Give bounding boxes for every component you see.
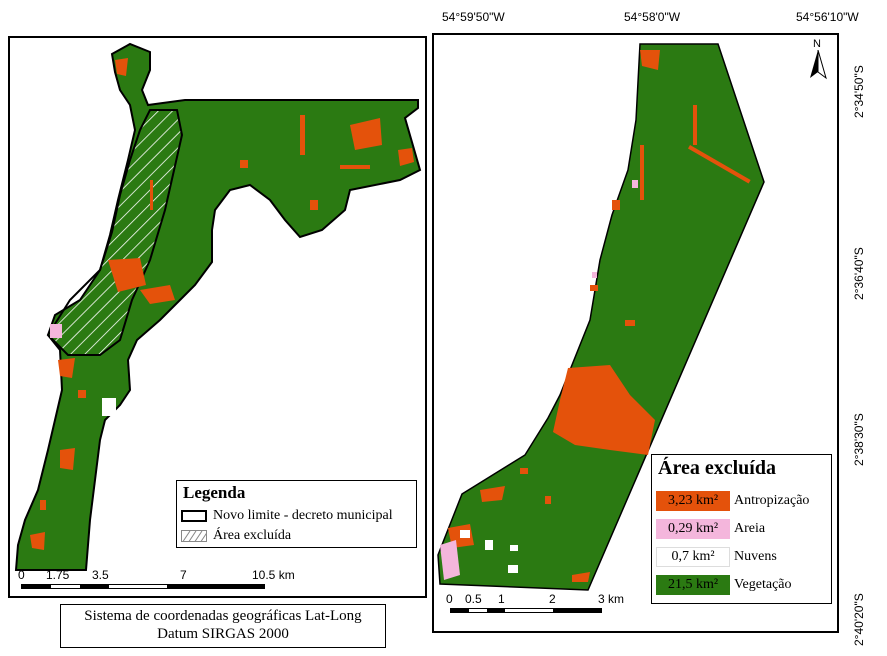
right-scalebar: 0 0.5 1 2 3 km: [446, 590, 636, 620]
areia-label: Areia: [734, 521, 766, 536]
right-scalebar-bar: [450, 608, 602, 613]
left-scalebar-label-2: 3.5: [92, 568, 109, 582]
crs-line-2: Datum SIRGAS 2000: [157, 626, 289, 642]
north-arrow: N: [806, 38, 830, 80]
right-scalebar-label-3: 2: [549, 592, 556, 606]
legend-item-limite-label: Novo limite - decreto municipal: [213, 508, 393, 523]
area-legend-row-areia: 0,29 km² Areia: [656, 519, 765, 539]
legend-item-area-excluida: Área excluída: [181, 528, 291, 544]
right-scalebar-label-0: 0: [446, 592, 453, 606]
left-scalebar: 0 1.75 3.5 7 10.5 km: [18, 566, 295, 596]
nuvens-label: Nuvens: [734, 549, 777, 564]
excluded-area-hatch: [46, 109, 184, 356]
left-legend: Legenda Novo limite - decreto municipal …: [176, 480, 417, 548]
vegetacao-label: Vegetação: [734, 577, 792, 592]
area-legend-row-vegetacao: 21,5 km² Vegetação: [656, 575, 792, 595]
legend-title: Legenda: [183, 483, 246, 502]
antropizacao-value: 3,23 km²: [656, 491, 730, 511]
crs-box: Sistema de coordenadas geográficas Lat-L…: [60, 604, 386, 648]
right-scalebar-label-4: 3 km: [598, 592, 625, 606]
area-legend-row-antropizacao: 3,23 km² Antropização: [656, 491, 809, 511]
longitude-label-2: 54°58'0"W: [624, 10, 681, 24]
left-scalebar-label-1: 1.75: [46, 568, 70, 582]
limite-swatch: [181, 510, 207, 522]
north-arrow-label: N: [813, 38, 821, 50]
legend-item-limite: Novo limite - decreto municipal: [181, 508, 393, 524]
areia-value: 0,29 km²: [656, 519, 730, 539]
left-areia-patch: [50, 324, 62, 338]
north-arrow-icon: [810, 50, 827, 80]
longitude-label-3: 54°56'10"W: [796, 10, 859, 24]
right-areia-patches: [440, 180, 638, 580]
area-excluida-legend: Área excluída 3,23 km² Antropização 0,29…: [651, 454, 832, 604]
antropizacao-label: Antropização: [734, 493, 810, 508]
nuvens-value: 0,7 km²: [656, 547, 730, 567]
left-scalebar-bar: [21, 584, 265, 589]
longitude-label-1: 54°59'50"W: [442, 10, 505, 24]
right-nuvens-patches: [460, 530, 518, 573]
left-scalebar-label-0: 0: [18, 568, 25, 582]
left-antropizacao-patches: [30, 58, 414, 550]
left-scalebar-label-3: 7: [180, 568, 187, 582]
right-scalebar-label-1: 0.5: [465, 592, 482, 606]
vegetacao-value: 21,5 km²: [656, 575, 730, 595]
left-nuvens-patch: [102, 398, 116, 416]
right-scalebar-label-2: 1: [498, 592, 505, 606]
hatch-swatch: [181, 530, 207, 542]
left-scalebar-label-4: 10.5 km: [252, 568, 295, 582]
right-map-territory: [437, 43, 765, 591]
area-legend-title: Área excluída: [658, 457, 776, 479]
legend-item-area-excluida-label: Área excluída: [213, 528, 292, 543]
crs-line-1: Sistema de coordenadas geográficas Lat-L…: [84, 608, 362, 624]
area-legend-row-nuvens: 0,7 km² Nuvens: [656, 547, 777, 567]
